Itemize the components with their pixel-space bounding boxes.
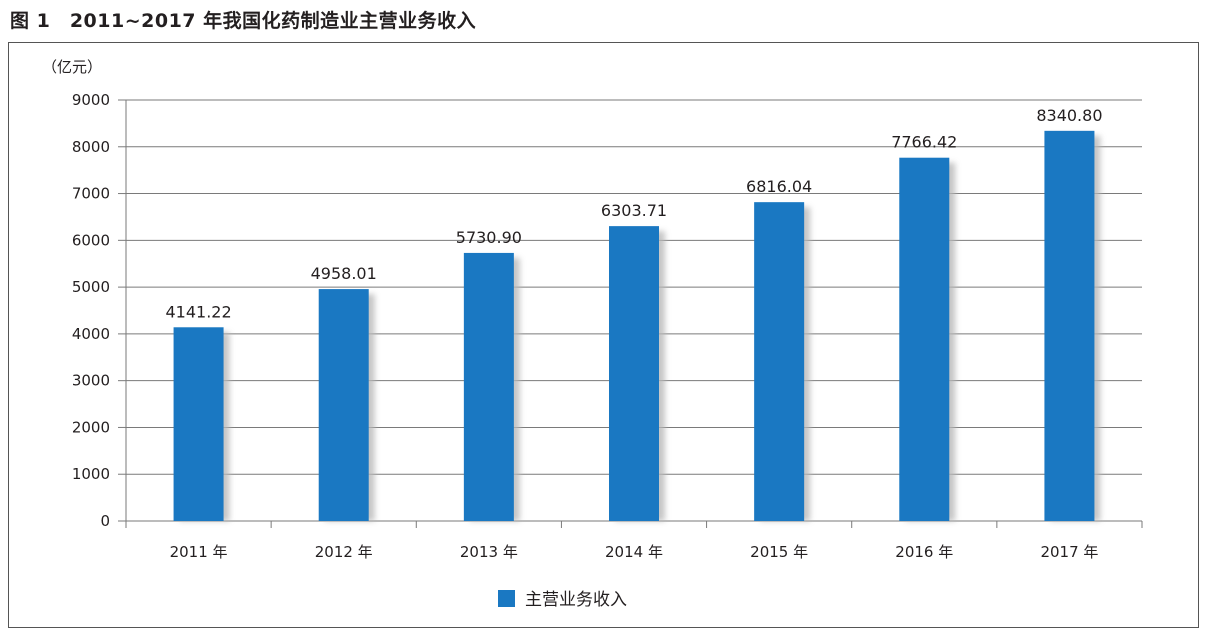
data-label: 4958.01 bbox=[311, 264, 377, 283]
y-tick-label: 3000 bbox=[72, 372, 110, 390]
legend-label: 主营业务收入 bbox=[525, 590, 627, 610]
y-tick-label: 6000 bbox=[72, 231, 110, 249]
x-tick-label: 2014 年 bbox=[605, 543, 663, 561]
bar bbox=[1044, 130, 1095, 521]
data-label: 6303.71 bbox=[601, 201, 667, 220]
x-tick-label: 2012 年 bbox=[315, 543, 373, 561]
x-tick-label: 2015 年 bbox=[750, 543, 808, 561]
data-label: 4141.22 bbox=[165, 302, 231, 321]
x-tick-label: 2011 年 bbox=[170, 543, 228, 561]
y-tick-label: 5000 bbox=[72, 278, 110, 296]
y-tick-label: 1000 bbox=[72, 465, 110, 483]
legend: 主营业务收入 bbox=[498, 590, 627, 610]
bar bbox=[609, 226, 659, 521]
bar bbox=[899, 157, 950, 521]
y-tick-label: 2000 bbox=[72, 418, 110, 436]
y-tick-label: 9000 bbox=[72, 91, 110, 109]
legend-swatch bbox=[498, 590, 515, 607]
x-tick-label: 2013 年 bbox=[460, 543, 518, 561]
x-tick-label: 2017 年 bbox=[1040, 543, 1098, 561]
chart-frame bbox=[8, 42, 1199, 628]
data-label: 6816.04 bbox=[746, 177, 812, 196]
y-unit-label: （亿元） bbox=[42, 58, 102, 76]
bar bbox=[463, 252, 514, 521]
y-tick-label: 7000 bbox=[72, 185, 110, 203]
y-tick-label: 8000 bbox=[72, 138, 110, 156]
y-tick-label: 0 bbox=[100, 512, 110, 530]
bar bbox=[318, 289, 369, 521]
bar bbox=[754, 202, 805, 521]
data-label: 5730.90 bbox=[456, 228, 522, 247]
figure-title: 图 1 2011~2017 年我国化药制造业主营业务收入 bbox=[10, 10, 477, 32]
bar bbox=[173, 327, 224, 521]
data-label: 8340.80 bbox=[1036, 106, 1102, 125]
data-label: 7766.42 bbox=[891, 133, 957, 152]
y-tick-label: 4000 bbox=[72, 325, 110, 343]
x-tick-label: 2016 年 bbox=[895, 543, 953, 561]
